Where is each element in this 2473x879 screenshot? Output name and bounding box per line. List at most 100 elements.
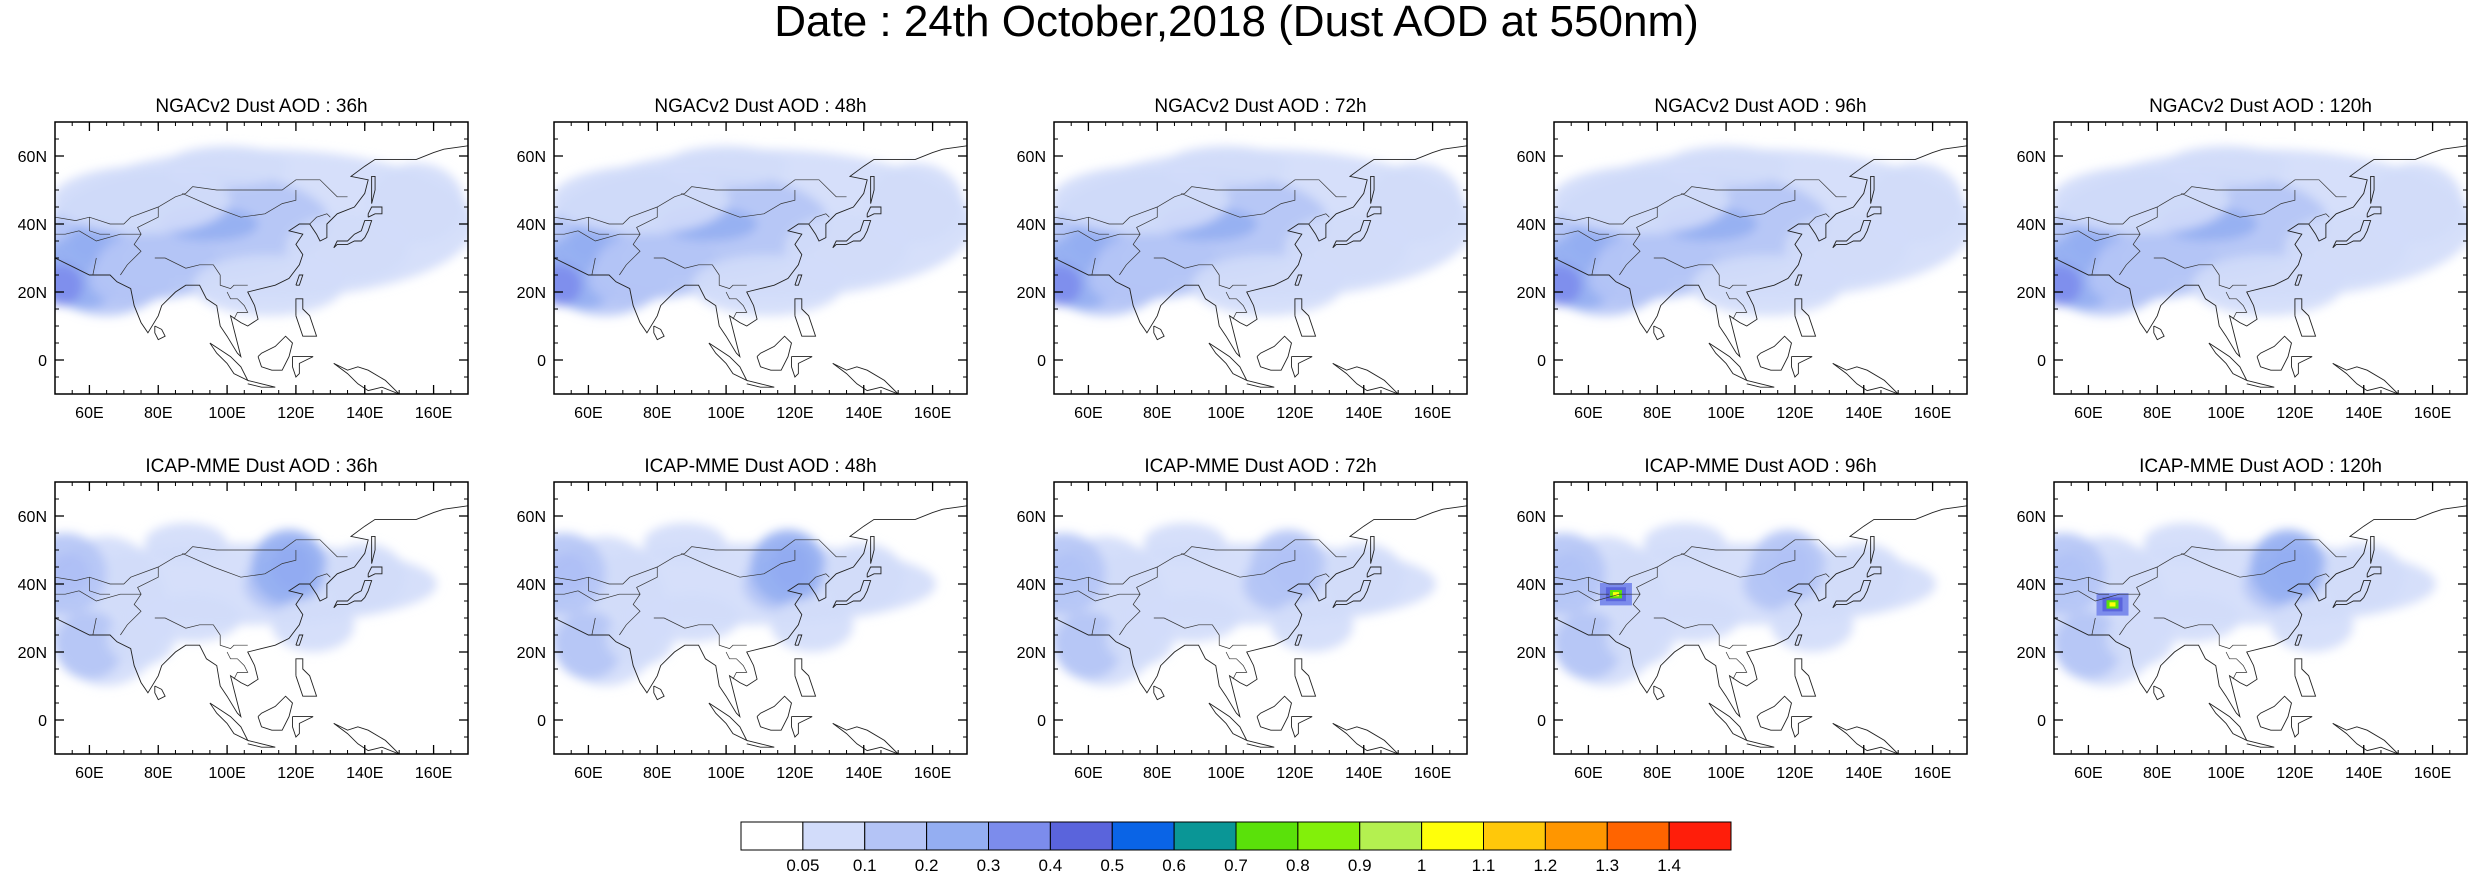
y-tick-label: 40N — [1017, 577, 1046, 594]
x-tick-label: 80E — [1643, 405, 1671, 422]
map-panel-graphic: ICAP-MME Dust AOD : 72h 60E 80E 100E 120E 140… — [1017, 456, 1468, 782]
dust-field — [55, 145, 468, 394]
map-panel: ICAP-MME Dust AOD : 120h 60E 80E 100E 120E 14… — [2017, 452, 2469, 788]
x-tick-label: 60E — [75, 405, 103, 422]
y-tick-label: 40N — [517, 577, 546, 594]
panel-title: ICAP-MME Dust AOD : 120h — [2139, 456, 2382, 477]
y-tick-label: 60N — [517, 149, 546, 166]
colorbar-label: 0.05 — [786, 856, 819, 875]
x-tick-label: 120E — [1776, 765, 1813, 782]
colorbar-swatch — [1483, 821, 1546, 851]
map-panel: NGACv2 Dust AOD : 72h 60E 80E 100E 120E 140E 1… — [1017, 92, 1469, 428]
x-tick-label: 160E — [1914, 765, 1951, 782]
map-panel: NGACv2 Dust AOD : 48h 60E 80E 100E 120E 140E 1… — [517, 92, 969, 428]
x-tick-label: 80E — [2143, 405, 2171, 422]
x-tick-label: 80E — [144, 405, 172, 422]
colorbar-swatch — [926, 821, 989, 851]
x-tick-label: 140E — [1845, 405, 1882, 422]
x-tick-label: 80E — [643, 405, 671, 422]
colorbar-label: 1.4 — [1657, 856, 1681, 875]
x-tick-label: 60E — [574, 765, 602, 782]
map-panel: ICAP-MME Dust AOD : 72h 60E 80E 100E 120E 140… — [1017, 452, 1469, 788]
dust-field — [55, 505, 468, 754]
colorbar-swatch — [1297, 821, 1361, 851]
panel-title: ICAP-MME Dust AOD : 72h — [1144, 456, 1376, 477]
y-tick-label: 20N — [1017, 645, 1046, 662]
colorbar-swatch — [1173, 821, 1237, 851]
y-tick-label: 20N — [18, 645, 47, 662]
x-tick-label: 160E — [914, 765, 951, 782]
y-tick-label: 40N — [517, 217, 546, 234]
y-tick-label: 60N — [1017, 149, 1046, 166]
y-tick-label: 60N — [2017, 149, 2046, 166]
y-tick-label: 0 — [1537, 353, 1546, 370]
panel-title: NGACv2 Dust AOD : 96h — [1654, 96, 1866, 117]
figure-title: Date : 24th October,2018 (Dust AOD at 55… — [774, 0, 1699, 46]
y-tick-label: 40N — [1517, 577, 1546, 594]
colorbar-swatch — [1606, 821, 1670, 851]
y-tick-label: 40N — [2017, 217, 2046, 234]
x-tick-label: 100E — [208, 405, 245, 422]
x-tick-label: 120E — [776, 405, 813, 422]
x-tick-label: 140E — [1345, 405, 1382, 422]
x-tick-label: 100E — [707, 405, 744, 422]
dust-field — [1554, 145, 1967, 394]
x-tick-label: 160E — [1414, 405, 1451, 422]
dust-field — [554, 145, 967, 394]
y-tick-label: 0 — [38, 353, 47, 370]
x-tick-label: 120E — [2276, 405, 2313, 422]
y-tick-label: 40N — [18, 217, 47, 234]
x-tick-label: 100E — [208, 765, 245, 782]
x-tick-label: 120E — [277, 765, 314, 782]
y-tick-label: 60N — [1517, 509, 1546, 526]
colorbar-swatch — [802, 821, 866, 851]
y-tick-label: 20N — [18, 285, 47, 302]
x-tick-label: 100E — [707, 765, 744, 782]
y-tick-label: 40N — [1517, 217, 1546, 234]
map-panel: ICAP-MME Dust AOD : 48h 60E 80E 100E 120E 140… — [517, 452, 969, 788]
colorbar-swatch — [1668, 821, 1732, 851]
panel-title: NGACv2 Dust AOD : 36h — [155, 96, 367, 117]
y-tick-label: 20N — [2017, 645, 2046, 662]
map-panel-graphic: NGACv2 Dust AOD : 96h 60E 80E 100E 120E 140E 1… — [1517, 96, 1968, 422]
colorbar: 0.05 0.1 0.2 0.3 0.4 0.5 0.6 0.7 0.8 0.9 1 1.1 1.2 1.… — [740, 821, 1732, 875]
dust-field — [2054, 145, 2467, 394]
y-tick-label: 20N — [1017, 285, 1046, 302]
y-tick-label: 0 — [1037, 353, 1046, 370]
colorbar-label: 0.4 — [1039, 856, 1063, 875]
x-tick-label: 100E — [2207, 405, 2244, 422]
dust-field — [1554, 505, 1967, 754]
y-tick-label: 0 — [537, 713, 546, 730]
colorbar-swatch — [1235, 821, 1299, 851]
y-tick-label: 60N — [18, 509, 47, 526]
x-tick-label: 140E — [845, 765, 882, 782]
x-tick-label: 80E — [643, 765, 671, 782]
map-panel-graphic: ICAP-MME Dust AOD : 120h 60E 80E 100E 120E 14… — [2017, 456, 2468, 782]
colorbar-label: 0.2 — [915, 856, 939, 875]
y-tick-label: 40N — [1017, 217, 1046, 234]
x-tick-label: 80E — [1643, 765, 1671, 782]
x-tick-label: 100E — [1207, 405, 1244, 422]
x-tick-label: 160E — [415, 765, 452, 782]
x-tick-label: 160E — [2414, 765, 2451, 782]
x-tick-label: 60E — [2074, 405, 2102, 422]
x-tick-label: 120E — [1276, 405, 1313, 422]
colorbar-label: 1.2 — [1534, 856, 1558, 875]
y-tick-label: 20N — [517, 645, 546, 662]
x-tick-label: 80E — [2143, 765, 2171, 782]
map-panel-graphic: NGACv2 Dust AOD : 48h 60E 80E 100E 120E 140E 1… — [517, 96, 968, 422]
y-tick-label: 20N — [2017, 285, 2046, 302]
x-tick-label: 160E — [1414, 765, 1451, 782]
y-tick-label: 0 — [38, 713, 47, 730]
y-tick-label: 0 — [2037, 353, 2046, 370]
x-tick-label: 60E — [1574, 405, 1602, 422]
panel-title: ICAP-MME Dust AOD : 48h — [644, 456, 876, 477]
map-panel: ICAP-MME Dust AOD : 36h 60E 80E 100E 120E 140… — [18, 452, 470, 788]
panel-title: NGACv2 Dust AOD : 72h — [1154, 96, 1366, 117]
map-panel-graphic: ICAP-MME Dust AOD : 36h 60E 80E 100E 120E 140… — [18, 456, 469, 782]
y-tick-label: 20N — [1517, 645, 1546, 662]
y-tick-label: 40N — [2017, 577, 2046, 594]
y-tick-label: 60N — [18, 149, 47, 166]
colorbar-swatch — [988, 821, 1051, 851]
map-panel: NGACv2 Dust AOD : 36h 60E 80E 100E 120E 140E 1… — [18, 92, 470, 428]
